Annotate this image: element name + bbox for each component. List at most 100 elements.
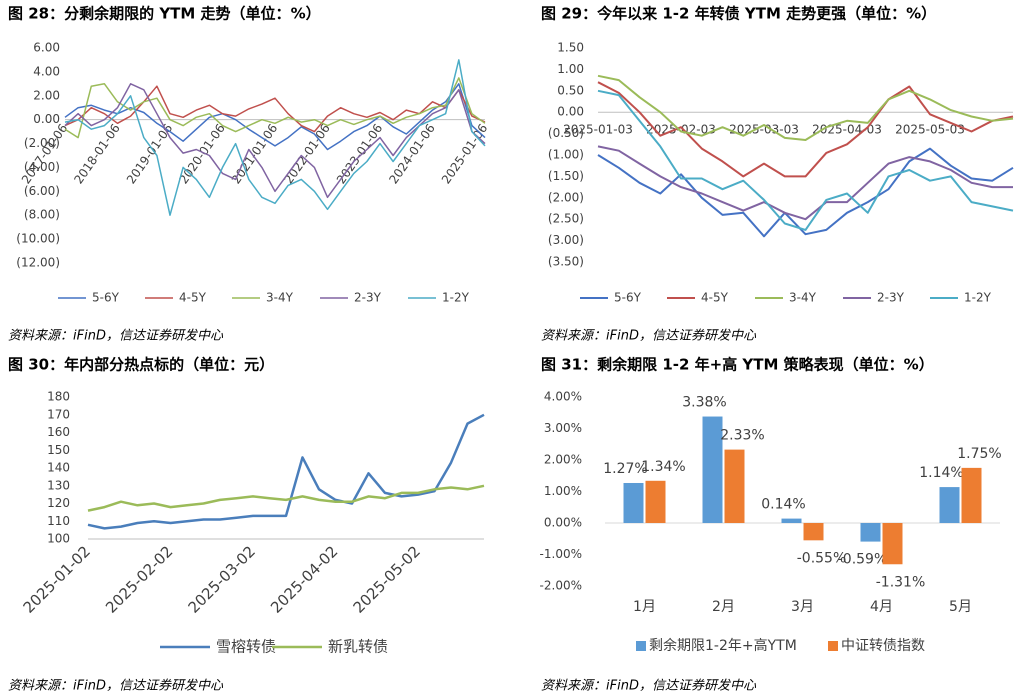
y-tick-label: (0.50) — [548, 126, 584, 140]
bar — [860, 523, 881, 542]
y-tick-label: 110 — [47, 514, 70, 528]
chart-title: 图 29：今年以来 1-2 年转债 YTM 走势更强（单位：%） — [541, 5, 936, 23]
y-tick-label: 3.00% — [544, 421, 582, 435]
series-line — [597, 147, 1014, 238]
y-tick-label: 2.00% — [544, 453, 582, 467]
legend-label: 新乳转债 — [328, 638, 388, 656]
bar — [939, 487, 960, 523]
source-note: 资料来源：iFinD，信达证券研发中心 — [541, 329, 757, 344]
y-tick-label: (8.00) — [24, 208, 60, 222]
x-tick-label: 2025-05-03 — [895, 123, 965, 137]
y-tick-label: (3.00) — [548, 233, 584, 247]
series-line — [64, 59, 486, 216]
series-line — [597, 89, 1014, 231]
y-tick-label: (1.50) — [548, 169, 584, 183]
bar — [961, 467, 982, 523]
legend-swatch — [636, 641, 646, 651]
series-line — [64, 83, 486, 199]
y-tick-label: 100 — [47, 532, 70, 546]
y-tick-label: 140 — [47, 461, 70, 475]
legend-label: 中证转债指数 — [841, 638, 925, 654]
data-label: -1.31% — [876, 574, 926, 590]
y-tick-label: (2.00) — [24, 136, 60, 150]
series-line — [87, 484, 485, 512]
x-tick-label: 2025-02-03 — [646, 123, 716, 137]
y-tick-label: (1.00) — [548, 148, 584, 162]
bar — [623, 482, 644, 523]
data-label: 1.27% — [603, 461, 647, 477]
y-tick-label: -1.00% — [540, 547, 582, 561]
y-tick-label: (2.00) — [548, 190, 584, 204]
legend-label: 3-4Y — [266, 291, 294, 305]
y-tick-label: (10.00) — [16, 232, 60, 246]
legend-swatch — [828, 641, 838, 651]
legend-label: 雪榕转债 — [216, 638, 276, 656]
legend-label: 4-5Y — [701, 291, 729, 305]
legend-label: 1-2Y — [964, 291, 992, 305]
bar — [781, 518, 802, 523]
x-tick-label: 5月 — [949, 599, 972, 615]
data-label: 3.38% — [682, 395, 726, 411]
y-tick-label: 150 — [47, 443, 70, 457]
x-tick-label: 2025-01-03 — [563, 123, 633, 137]
y-tick-label: 120 — [47, 496, 70, 510]
legend-label: 2-3Y — [877, 291, 905, 305]
x-tick-label: 2月 — [712, 599, 735, 615]
source-note: 资料来源：iFinD，信达证券研发中心 — [8, 329, 224, 344]
y-tick-label: 160 — [47, 425, 70, 439]
bar — [702, 416, 723, 523]
y-tick-label: 4.00 — [33, 64, 60, 78]
y-tick-label: 0.00 — [557, 105, 584, 119]
chart-title: 图 30：年内部分热点标的（单位：元） — [8, 356, 274, 374]
y-tick-label: (4.00) — [24, 160, 60, 174]
series-line — [87, 413, 485, 530]
data-label: 1.14% — [919, 465, 963, 481]
y-tick-label: 0.50 — [557, 83, 584, 97]
y-tick-label: (6.00) — [24, 184, 60, 198]
x-tick-label: 4月 — [870, 599, 893, 615]
legend-label: 2-3Y — [354, 291, 382, 305]
legend-label: 5-6Y — [614, 291, 642, 305]
legend-label: 3-4Y — [789, 291, 817, 305]
data-label: 1.75% — [957, 446, 1001, 462]
y-tick-label: 1.50 — [557, 41, 584, 55]
y-tick-label: 170 — [47, 407, 70, 421]
y-tick-label: (12.00) — [16, 256, 60, 270]
y-tick-label: 4.00% — [544, 390, 582, 404]
legend-label: 4-5Y — [179, 291, 207, 305]
bar — [724, 449, 745, 523]
x-tick-label: 3月 — [791, 599, 814, 615]
y-tick-label: 130 — [47, 478, 70, 492]
data-label: -0.59% — [838, 552, 888, 568]
legend-label: 5-6Y — [92, 291, 120, 305]
bar — [803, 523, 824, 541]
series-line — [597, 74, 1014, 141]
y-tick-label: 1.00 — [557, 62, 584, 76]
data-label: 1.34% — [641, 459, 685, 475]
y-tick-label: 1.00% — [544, 484, 582, 498]
bar — [882, 523, 903, 565]
series-line — [597, 145, 1013, 221]
x-tick-label: 1月 — [633, 599, 656, 615]
data-label: -0.55% — [797, 550, 847, 566]
chart-title: 图 28：分剩余期限的 YTM 走势（单位：%） — [8, 5, 321, 23]
series-line — [597, 81, 1014, 178]
y-tick-label: 0.00 — [33, 112, 60, 126]
y-tick-label: (3.50) — [548, 255, 584, 269]
bar — [645, 480, 666, 523]
y-tick-label: 2.00 — [33, 88, 60, 102]
legend-label: 1-2Y — [442, 291, 470, 305]
y-tick-label: (2.50) — [548, 212, 584, 226]
source-note: 资料来源：iFinD，信达证券研发中心 — [8, 679, 224, 694]
source-note: 资料来源：iFinD，信达证券研发中心 — [541, 679, 757, 694]
y-tick-label: 0.00% — [544, 516, 582, 530]
y-tick-label: 180 — [47, 390, 70, 404]
y-tick-label: -2.00% — [540, 579, 582, 593]
data-label: 0.14% — [761, 497, 805, 513]
data-label: 2.33% — [720, 428, 764, 444]
legend-label: 剩余期限1-2年+高YTM — [649, 637, 797, 654]
chart-title: 图 31：剩余期限 1-2 年+高 YTM 策略表现（单位：%） — [541, 356, 934, 374]
y-tick-label: 6.00 — [33, 41, 60, 55]
